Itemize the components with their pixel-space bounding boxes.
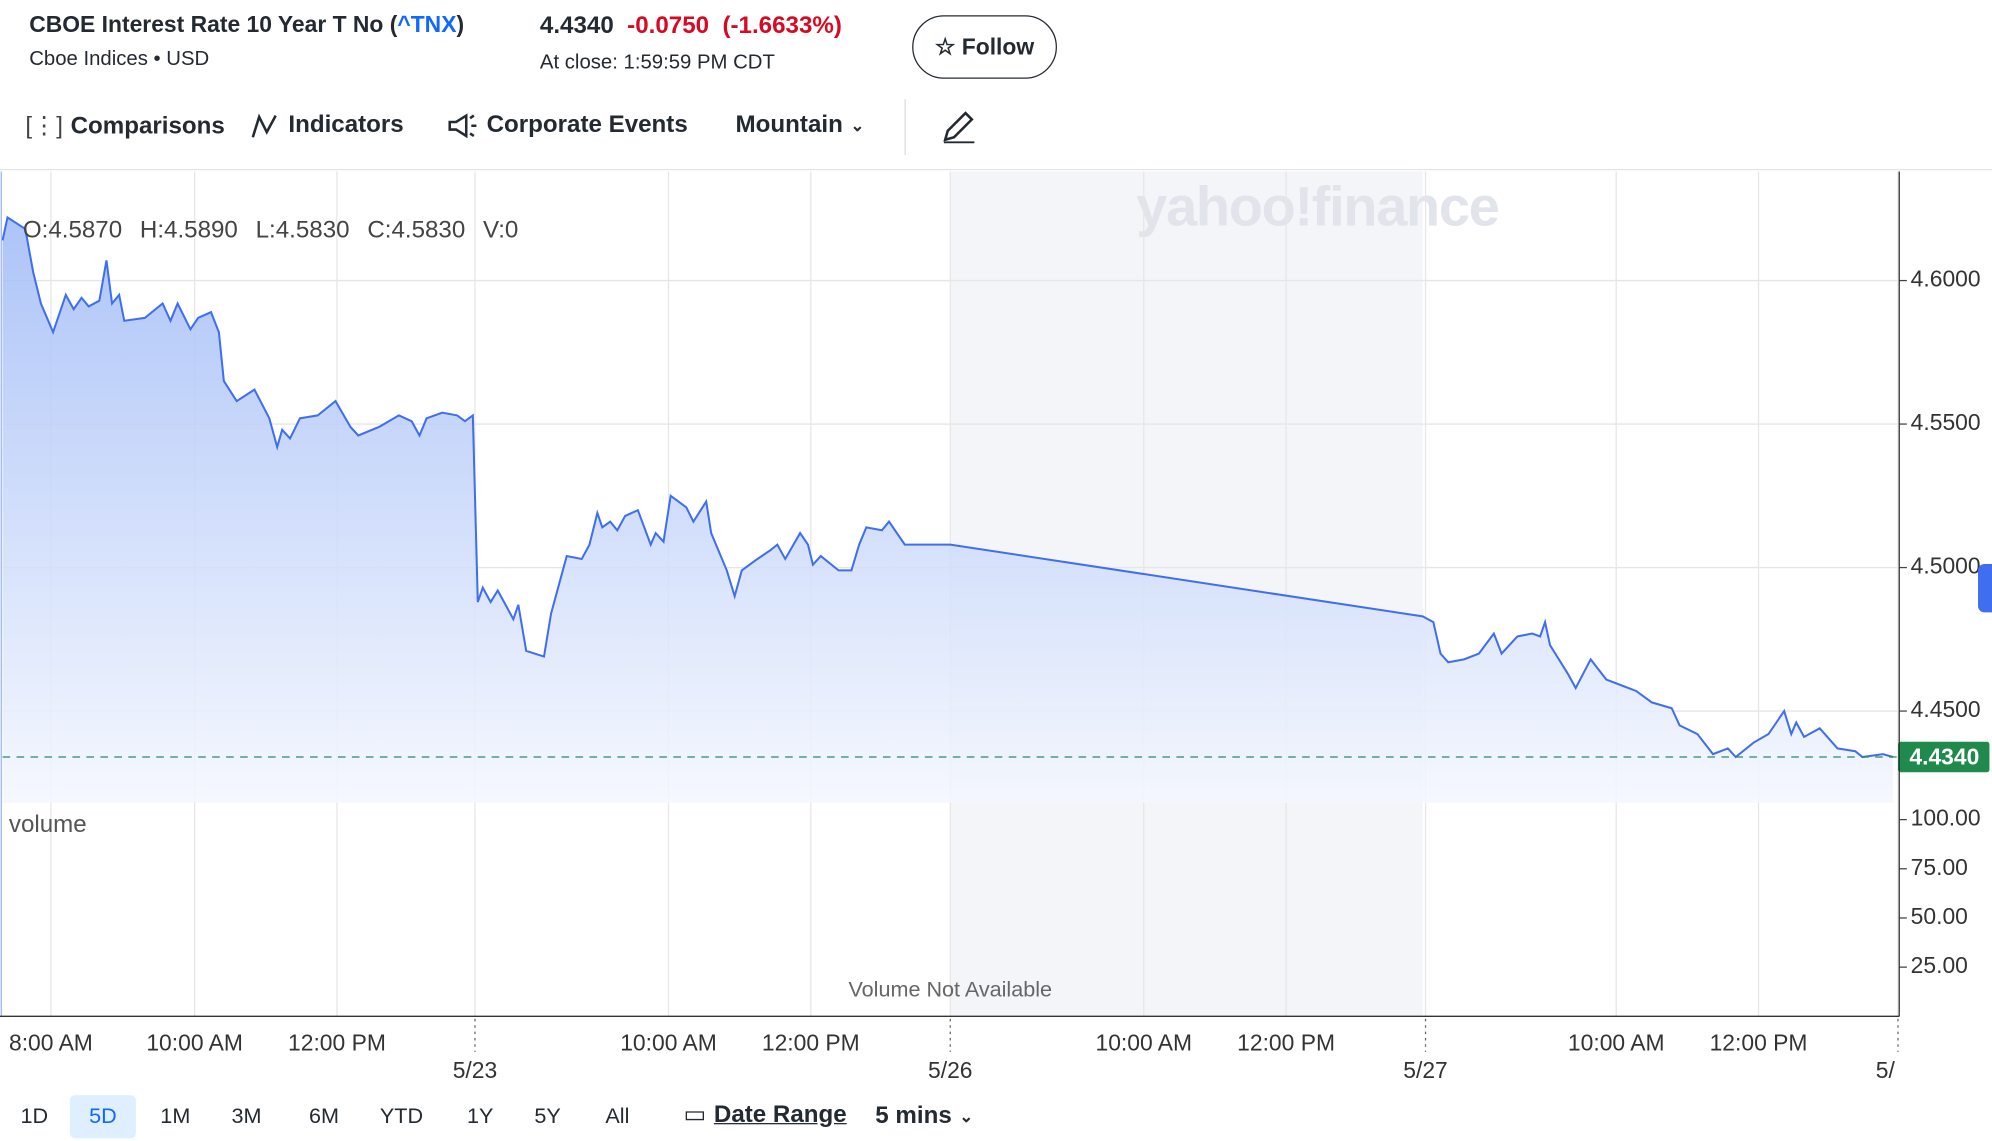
range-button[interactable]: 6M — [308, 1103, 339, 1129]
interval[interactable]: 5 mins ⌄ — [875, 1103, 973, 1131]
y-tick-label: 4.6000 — [1911, 266, 1981, 292]
date-tick-label: 5/27 — [1403, 1057, 1447, 1083]
events-label: Corporate Events — [486, 111, 688, 139]
range-button[interactable]: 5D — [69, 1095, 136, 1139]
x-tick-label: 10:00 AM — [146, 1029, 243, 1055]
range-button[interactable]: 3M — [231, 1103, 262, 1129]
indicators[interactable]: Indicators — [250, 111, 404, 140]
x-tick-label: 12:00 PM — [762, 1029, 860, 1055]
follow-label: Follow — [961, 33, 1035, 60]
x-tick-label: 12:00 PM — [1237, 1029, 1335, 1055]
follow-button[interactable]: ☆ Follow — [912, 15, 1057, 79]
comparisons[interactable]: [⋮] Comparisons — [25, 112, 224, 141]
range-button[interactable]: YTD — [379, 1103, 424, 1129]
change: -0.0750 — [627, 12, 710, 40]
caret: ⌄ — [850, 115, 865, 135]
divider — [0, 168, 1992, 171]
watermark: yahoo!finance — [1136, 175, 1498, 238]
quote: 4.4340 -0.0750 (-1.6633%) — [540, 13, 842, 41]
x-tick-label: 8:00 AM — [9, 1029, 93, 1055]
last-price-label: 4.4340 — [1909, 743, 1979, 769]
side-tab[interactable] — [1978, 564, 1992, 613]
title-prefix: CBOE Interest Rate 10 Year T No ( — [29, 11, 398, 37]
style-label: Mountain — [735, 111, 843, 139]
date-tick-label: 5/ — [1876, 1057, 1896, 1083]
y-tick-label: 4.4500 — [1911, 696, 1981, 722]
corporate-events[interactable]: Corporate Events — [446, 112, 688, 140]
exchange: Cboe Indices • USD — [29, 48, 210, 70]
title-suffix: ) — [456, 11, 465, 37]
volume-tick-label: 50.00 — [1911, 903, 1968, 929]
comparisons-label: Comparisons — [70, 112, 225, 140]
ohlc-value: L:4.5830 — [256, 217, 350, 244]
range-button[interactable]: All — [605, 1103, 630, 1129]
price: 4.4340 — [539, 12, 614, 40]
volume-tick-label: 25.00 — [1911, 952, 1968, 978]
icon: ▭ — [683, 1101, 707, 1129]
last-price-box — [1897, 741, 1990, 773]
y-tick-label: 4.5000 — [1911, 553, 1981, 579]
icon — [448, 113, 477, 139]
ohlc-value: O:4.5870 — [23, 217, 122, 244]
symbol[interactable]: ^TNX — [397, 11, 457, 37]
date-tick-label: 5/26 — [928, 1057, 973, 1083]
icon — [251, 113, 277, 138]
ohlc-value: H:4.5890 — [140, 217, 238, 244]
volume-label: volume — [9, 811, 87, 838]
divider — [904, 99, 906, 155]
x-tick-label: 12:00 PM — [1710, 1029, 1808, 1055]
range-button[interactable]: 1D — [20, 1103, 49, 1129]
date-tick-label: 5/23 — [453, 1057, 498, 1083]
volume-tick-label: 75.00 — [1911, 854, 1968, 880]
range-button[interactable]: 1M — [160, 1103, 191, 1129]
y-tick-label: 4.5500 — [1911, 409, 1981, 435]
interval-label: 5 mins — [875, 1102, 952, 1130]
area-fill — [2, 217, 1894, 803]
icon: [⋮] — [25, 113, 63, 140]
close-time: At close: 1:59:59 PM CDT — [539, 52, 775, 74]
ohlc-value: C:4.5830 — [367, 217, 465, 244]
chart-style[interactable]: Mountain ⌄ — [736, 112, 865, 140]
x-tick-label: 10:00 AM — [1095, 1029, 1192, 1055]
range-button[interactable]: 5Y — [534, 1103, 561, 1129]
volume-note: Volume Not Available — [848, 977, 1052, 1002]
change-percent: (-1.6633%) — [722, 12, 842, 40]
title: CBOE Interest Rate 10 Year T No (^TNX) — [29, 11, 464, 38]
price-line — [1, 215, 1894, 759]
caret: ⌄ — [959, 1106, 974, 1126]
x-tick-label: 10:00 AM — [620, 1029, 717, 1055]
indicators-label: Indicators — [288, 111, 404, 139]
ohlc-value: V:0 — [483, 217, 518, 244]
volume-tick-label: 100.00 — [1911, 805, 1981, 831]
draw-button[interactable] — [940, 107, 978, 145]
date-range[interactable]: ▭ Date Range — [683, 1100, 846, 1129]
x-tick-label: 12:00 PM — [288, 1029, 386, 1055]
date-range-label: Date Range — [713, 1100, 847, 1128]
range-button[interactable]: 1Y — [466, 1103, 494, 1129]
x-tick-label: 10:00 AM — [1568, 1029, 1665, 1055]
